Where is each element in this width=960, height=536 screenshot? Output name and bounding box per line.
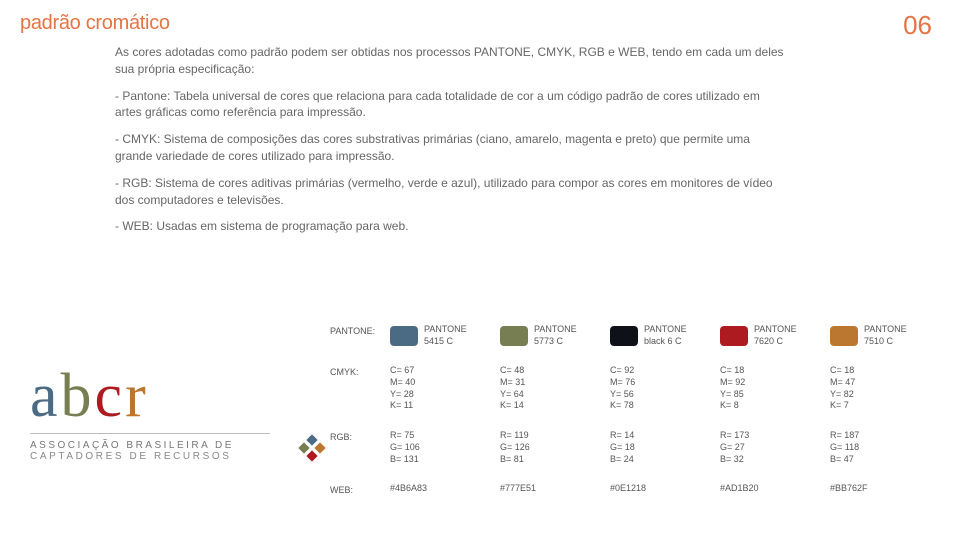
rgb-col-2: R= 14G= 18B= 24 bbox=[610, 430, 720, 465]
pantone-label-3a: PANTONE bbox=[754, 324, 797, 336]
row-label-cmyk: CMYK: bbox=[330, 365, 390, 377]
pantone-label-1a: PANTONE bbox=[534, 324, 577, 336]
rgb-col-4: R= 187G= 118B= 47 bbox=[830, 430, 940, 465]
pantone-label-0b: 5415 C bbox=[424, 336, 467, 348]
web-col-4: #BB762F bbox=[830, 483, 940, 495]
r3: R= 173 bbox=[720, 430, 830, 442]
y1: Y= 64 bbox=[500, 389, 610, 401]
c0: C= 67 bbox=[390, 365, 500, 377]
y2: Y= 56 bbox=[610, 389, 720, 401]
b2: B= 24 bbox=[610, 454, 720, 466]
m0: M= 40 bbox=[390, 377, 500, 389]
k2: K= 78 bbox=[610, 400, 720, 412]
swatch-2 bbox=[610, 326, 638, 346]
w3: #AD1B20 bbox=[720, 483, 830, 495]
pantone-col-3: PANTONE7620 C bbox=[720, 324, 830, 347]
w2: #0E1218 bbox=[610, 483, 720, 495]
b0: B= 131 bbox=[390, 454, 500, 466]
pantone-col-2: PANTONEblack 6 C bbox=[610, 324, 720, 347]
g1: G= 126 bbox=[500, 442, 610, 454]
rgb-col-1: R= 119G= 126B= 81 bbox=[500, 430, 610, 465]
r0: R= 75 bbox=[390, 430, 500, 442]
logo: a b c r ASSOCIAÇÃO BRASILEIRA DE CAPTADO… bbox=[30, 365, 310, 462]
b1: B= 81 bbox=[500, 454, 610, 466]
pantone-label-1b: 5773 C bbox=[534, 336, 577, 348]
logo-sub2: CAPTADORES DE RECURSOS bbox=[30, 451, 310, 462]
pantone-col-1: PANTONE5773 C bbox=[500, 324, 610, 347]
page-title: padrão cromático bbox=[20, 12, 170, 35]
b3: B= 32 bbox=[720, 454, 830, 466]
pantone-col-4: PANTONE7510 C bbox=[830, 324, 940, 347]
swatch-1 bbox=[500, 326, 528, 346]
logo-divider bbox=[30, 433, 270, 434]
logo-letter-a: a bbox=[30, 365, 58, 427]
intro-p5: - WEB: Usadas em sistema de programação … bbox=[115, 218, 785, 235]
cmyk-col-4: C= 18M= 47Y= 82K= 7 bbox=[830, 365, 940, 412]
c3: C= 18 bbox=[720, 365, 830, 377]
diamond-decoration-icon bbox=[298, 434, 326, 462]
pantone-label-2a: PANTONE bbox=[644, 324, 687, 336]
logo-letter-b: b bbox=[61, 365, 92, 427]
pantone-col-0: PANTONE5415 C bbox=[390, 324, 500, 347]
r2: R= 14 bbox=[610, 430, 720, 442]
r1: R= 119 bbox=[500, 430, 610, 442]
logo-sub1: ASSOCIAÇÃO BRASILEIRA DE bbox=[30, 440, 310, 451]
swatch-4 bbox=[830, 326, 858, 346]
web-col-0: #4B6A83 bbox=[390, 483, 500, 495]
row-label-rgb: RGB: bbox=[330, 430, 390, 442]
cmyk-col-3: C= 18M= 92Y= 85K= 8 bbox=[720, 365, 830, 412]
web-col-3: #AD1B20 bbox=[720, 483, 830, 495]
intro-p2: - Pantone: Tabela universal de cores que… bbox=[115, 88, 785, 122]
w1: #777E51 bbox=[500, 483, 610, 495]
intro-p3: - CMYK: Sistema de composições das cores… bbox=[115, 131, 785, 165]
swatch-0 bbox=[390, 326, 418, 346]
c4: C= 18 bbox=[830, 365, 940, 377]
intro-p1: As cores adotadas como padrão podem ser … bbox=[115, 44, 785, 78]
c2: C= 92 bbox=[610, 365, 720, 377]
logo-letters: a b c r bbox=[30, 365, 310, 427]
cmyk-col-2: C= 92M= 76Y= 56K= 78 bbox=[610, 365, 720, 412]
logo-letter-r: r bbox=[125, 365, 146, 427]
web-col-2: #0E1218 bbox=[610, 483, 720, 495]
m2: M= 76 bbox=[610, 377, 720, 389]
intro-p4: - RGB: Sistema de cores aditivas primári… bbox=[115, 175, 785, 209]
color-table: PANTONE: PANTONE5415 C PANTONE5773 C PAN… bbox=[330, 324, 940, 495]
row-label-web: WEB: bbox=[330, 483, 390, 495]
cmyk-col-1: C= 48M= 31Y= 64K= 14 bbox=[500, 365, 610, 412]
k1: K= 14 bbox=[500, 400, 610, 412]
row-label-pantone: PANTONE: bbox=[330, 324, 390, 336]
pantone-label-4a: PANTONE bbox=[864, 324, 907, 336]
k3: K= 8 bbox=[720, 400, 830, 412]
b4: B= 47 bbox=[830, 454, 940, 466]
pantone-label-3b: 7620 C bbox=[754, 336, 797, 348]
g2: G= 18 bbox=[610, 442, 720, 454]
g0: G= 106 bbox=[390, 442, 500, 454]
pantone-label-4b: 7510 C bbox=[864, 336, 907, 348]
pantone-label-2b: black 6 C bbox=[644, 336, 687, 348]
rgb-col-0: R= 75G= 106B= 131 bbox=[390, 430, 500, 465]
r4: R= 187 bbox=[830, 430, 940, 442]
m4: M= 47 bbox=[830, 377, 940, 389]
y4: Y= 82 bbox=[830, 389, 940, 401]
m3: M= 92 bbox=[720, 377, 830, 389]
rgb-col-3: R= 173G= 27B= 32 bbox=[720, 430, 830, 465]
logo-letter-c: c bbox=[95, 365, 123, 427]
g3: G= 27 bbox=[720, 442, 830, 454]
web-col-1: #777E51 bbox=[500, 483, 610, 495]
w4: #BB762F bbox=[830, 483, 940, 495]
k4: K= 7 bbox=[830, 400, 940, 412]
intro-text: As cores adotadas como padrão podem ser … bbox=[115, 44, 785, 245]
m1: M= 31 bbox=[500, 377, 610, 389]
y0: Y= 28 bbox=[390, 389, 500, 401]
c1: C= 48 bbox=[500, 365, 610, 377]
cmyk-col-0: C= 67M= 40Y= 28K= 11 bbox=[390, 365, 500, 412]
page-number: 06 bbox=[903, 10, 932, 41]
k0: K= 11 bbox=[390, 400, 500, 412]
w0: #4B6A83 bbox=[390, 483, 500, 495]
swatch-3 bbox=[720, 326, 748, 346]
pantone-label-0a: PANTONE bbox=[424, 324, 467, 336]
g4: G= 118 bbox=[830, 442, 940, 454]
y3: Y= 85 bbox=[720, 389, 830, 401]
